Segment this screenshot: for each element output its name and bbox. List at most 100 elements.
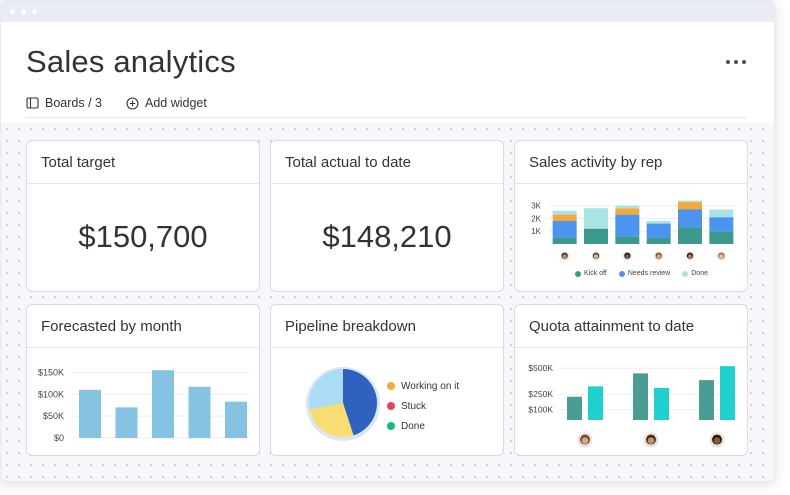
- stacked-bar-segment: [678, 209, 702, 228]
- rep-avatar: [576, 431, 594, 449]
- quota-bar: [588, 386, 603, 420]
- y-tick-label: $0: [54, 433, 64, 443]
- stacked-bar-segment: [615, 208, 640, 215]
- sales-activity-widget[interactable]: Sales activity by rep 3K 2K 1K Kick off Ne…: [514, 140, 748, 292]
- boards-button[interactable]: Boards / 3: [26, 96, 102, 110]
- stacked-bar-segment: [552, 214, 577, 221]
- rep-avatar: [653, 250, 665, 262]
- window-control-dot[interactable]: [21, 9, 26, 14]
- y-tick-label: $100K: [38, 389, 64, 399]
- stacked-bar-segment: [709, 217, 734, 232]
- sales-activity-chart: 3K 2K 1K: [531, 200, 737, 262]
- widget-title: Sales activity by rep: [515, 141, 747, 184]
- pipeline-widget[interactable]: Pipeline breakdown Working on it Stuck D…: [270, 304, 504, 456]
- stacked-bar-segment: [678, 200, 702, 202]
- more-options-icon[interactable]: [726, 60, 746, 64]
- rep-avatar: [708, 431, 726, 449]
- y-tick-label: 1K: [531, 227, 541, 236]
- y-tick-label: 3K: [531, 202, 541, 211]
- y-tick-label: $150K: [38, 367, 64, 377]
- stacked-bar-segment: [646, 221, 671, 224]
- avatar-face: [713, 437, 721, 444]
- y-tick-label: $250K: [528, 389, 553, 399]
- widget-title: Quota attainment to date: [515, 305, 747, 348]
- y-tick-label: $50K: [43, 411, 64, 421]
- pie-slice: [309, 403, 354, 437]
- dashboard-header: Sales analytics Boards / 3 Add widget: [1, 22, 774, 123]
- window-control-dot[interactable]: [10, 9, 15, 14]
- window-control-dot[interactable]: [32, 9, 37, 14]
- stacked-bar-segment: [615, 236, 640, 244]
- forecast-bar: [152, 370, 174, 438]
- rep-avatar: [559, 250, 571, 262]
- y-tick-label: 2K: [531, 214, 541, 223]
- legend-item: Working on it: [387, 376, 459, 396]
- forecast-bar: [115, 407, 138, 438]
- stacked-bar-segment: [584, 208, 608, 219]
- stacked-bar-segment: [552, 221, 577, 238]
- rep-avatar: [590, 250, 602, 262]
- widget-title: Total actual to date: [271, 141, 503, 184]
- avatar-face: [647, 437, 655, 444]
- pipeline-legend: Working on it Stuck Done: [387, 376, 459, 436]
- rep-avatar: [621, 250, 633, 262]
- pie-slice: [343, 369, 377, 436]
- stacked-bar-segment: [584, 218, 608, 229]
- forecast-bar: [225, 401, 247, 438]
- widget-title: Pipeline breakdown: [271, 305, 503, 348]
- rep-avatar: [642, 431, 660, 449]
- quota-bar: [720, 366, 735, 420]
- stacked-bar-segment: [709, 231, 734, 244]
- y-tick-label: $500K: [528, 363, 553, 373]
- page-title: Sales analytics: [26, 44, 236, 79]
- pie-slice: [309, 369, 343, 410]
- window-titlebar: [1, 1, 774, 22]
- quota-bar: [633, 373, 648, 420]
- avatar-face: [593, 254, 599, 259]
- boards-label: Boards / 3: [45, 96, 102, 110]
- rep-avatar: [684, 250, 696, 262]
- app-window: Sales analytics Boards / 3 Add widget: [0, 0, 775, 482]
- stacked-bar-segment: [552, 210, 577, 215]
- quota-widget[interactable]: Quota attainment to date $500K $250K $100K: [514, 304, 748, 456]
- forecast-bar: [188, 386, 211, 438]
- stacked-bar-segment: [646, 223, 671, 238]
- avatar-face: [656, 254, 661, 259]
- widget-title: Total target: [27, 141, 259, 184]
- stacked-bar-segment: [584, 228, 608, 244]
- forecast-widget[interactable]: Forecasted by month $150K $100K $50K $0: [26, 304, 260, 456]
- total-target-widget[interactable]: Total target $150,700: [26, 140, 260, 292]
- stacked-bar-segment: [646, 237, 671, 244]
- y-tick-label: $100K: [528, 405, 553, 415]
- legend-item: Stuck: [387, 396, 459, 416]
- rep-avatar: [715, 250, 727, 262]
- avatar-face: [719, 254, 724, 259]
- total-actual-value: $148,210: [322, 219, 452, 254]
- add-widget-label: Add widget: [144, 96, 207, 110]
- add-circle-icon: [126, 96, 139, 110]
- quota-bar: [699, 380, 714, 420]
- stacked-bar-segment: [709, 209, 734, 218]
- avatar-face: [581, 437, 589, 444]
- forecast-bar: [79, 389, 101, 438]
- add-widget-button[interactable]: Add widget: [126, 96, 207, 110]
- quota-bar: [654, 387, 669, 420]
- avatar-face: [562, 254, 567, 259]
- dashboard-toolbar: Boards / 3 Add widget: [26, 96, 207, 110]
- total-target-value: $150,700: [78, 219, 208, 254]
- total-actual-widget[interactable]: Total actual to date $148,210: [270, 140, 504, 292]
- quota-bar: [567, 396, 582, 420]
- avatar-face: [687, 254, 693, 259]
- pipeline-pie-chart: [306, 367, 380, 441]
- boards-panel-icon: [26, 97, 39, 109]
- forecast-chart: $150K $100K $50K $0: [38, 367, 249, 443]
- quota-chart: $500K $250K $100K: [528, 363, 737, 449]
- legend-item: Done: [682, 270, 708, 277]
- widget-title: Forecasted by month: [27, 305, 259, 348]
- activity-legend: Kick off Needs review Done: [575, 270, 708, 277]
- legend-item: Kick off: [575, 270, 607, 277]
- legend-item: Done: [387, 416, 459, 436]
- avatar-face: [625, 254, 630, 259]
- header-divider: [26, 117, 746, 118]
- stacked-bar-segment: [678, 227, 702, 244]
